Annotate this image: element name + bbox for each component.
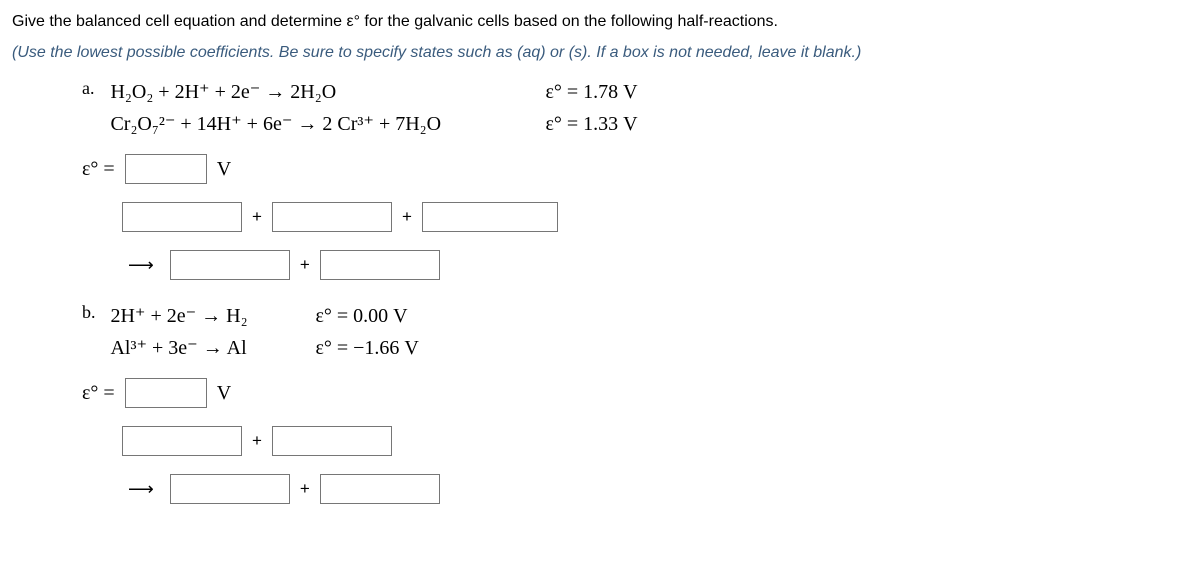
eps-answer-row-a: ε° = V (82, 154, 1186, 184)
eq1b-rhs: H₂ (226, 305, 247, 327)
answer-block-b: ε° = V + ⟶ + (82, 378, 1186, 504)
products-row-b: ⟶ + (122, 474, 1186, 504)
answer-block-a: ε° = V + + ⟶ + (82, 154, 1186, 280)
part-a-eq1: H₂O₂ + 2H⁺ + 2e⁻ → 2H₂O ε° = 1.78 V (110, 76, 637, 108)
volt-unit: V (217, 158, 231, 181)
eq2-lhs: Cr₂O₇²⁻ + 14H⁺ + 6e⁻ (110, 113, 292, 135)
eq1-rhs: 2H₂O (290, 81, 336, 103)
products-row-a: ⟶ + (122, 250, 1186, 280)
eps-value: −1.66 V (353, 337, 419, 359)
eps-value-input-b[interactable] (125, 378, 207, 408)
eq2-arrow: → (297, 113, 317, 135)
part-b: b. 2H⁺ + 2e⁻ → H₂ ε° = 0.00 V Al³⁺ + 3e⁻… (82, 300, 1186, 364)
eq2b-rhs: Al (227, 337, 247, 359)
arrow-icon: ⟶ (128, 479, 154, 500)
plus-sign: + (300, 479, 310, 499)
eps-value: 1.33 V (583, 113, 637, 135)
eq1-lhs: H₂O₂ + 2H⁺ + 2e⁻ (110, 81, 260, 103)
eq-text: Cr₂O₇²⁻ + 14H⁺ + 6e⁻ → 2 Cr³⁺ + 7H₂O (110, 108, 540, 140)
instruction-note: (Use the lowest possible coefficients. B… (12, 44, 1186, 62)
product-1-input-a[interactable] (170, 250, 290, 280)
eq1b-lhs: 2H⁺ + 2e⁻ (110, 305, 196, 327)
eps-label: ε° = (545, 113, 583, 135)
part-a-label: a. (82, 78, 106, 99)
eps-value: 0.00 V (353, 305, 407, 327)
reactant-1-input-a[interactable] (122, 202, 242, 232)
plus-sign: + (402, 207, 412, 227)
reactants-row-a: + + (122, 202, 1186, 232)
eps-answer-row-b: ε° = V (82, 378, 1186, 408)
product-1-input-b[interactable] (170, 474, 290, 504)
eps-value-input-a[interactable] (125, 154, 207, 184)
part-b-eq2: Al³⁺ + 3e⁻ → Al ε° = −1.66 V (110, 332, 418, 364)
eq2b-arrow: → (203, 337, 223, 359)
question-prompt: Give the balanced cell equation and dete… (12, 10, 1186, 34)
plus-sign: + (300, 255, 310, 275)
part-a: a. H₂O₂ + 2H⁺ + 2e⁻ → 2H₂O ε° = 1.78 V C… (82, 76, 1186, 140)
eq2b-lhs: Al³⁺ + 3e⁻ (110, 337, 197, 359)
part-a-equations: H₂O₂ + 2H⁺ + 2e⁻ → 2H₂O ε° = 1.78 V Cr₂O… (110, 76, 637, 140)
eps-label: ε° = (545, 81, 583, 103)
eps-value: 1.78 V (583, 81, 637, 103)
eq-text: H₂O₂ + 2H⁺ + 2e⁻ → 2H₂O (110, 76, 540, 108)
eps-equals-label: ε° = (82, 382, 115, 405)
eq1-arrow: → (265, 81, 285, 103)
part-b-label: b. (82, 302, 106, 323)
eq1b-arrow: → (201, 305, 221, 327)
product-2-input-b[interactable] (320, 474, 440, 504)
eq-text: Al³⁺ + 3e⁻ → Al (110, 332, 310, 364)
reactant-2-input-a[interactable] (272, 202, 392, 232)
part-a-eq2: Cr₂O₇²⁻ + 14H⁺ + 6e⁻ → 2 Cr³⁺ + 7H₂O ε° … (110, 108, 637, 140)
eps-label: ε° = (315, 305, 353, 327)
reactants-row-b: + (122, 426, 1186, 456)
product-2-input-a[interactable] (320, 250, 440, 280)
eq2-rhs: 2 Cr³⁺ + 7H₂O (322, 113, 441, 135)
eps-label: ε° = (315, 337, 353, 359)
reactant-1-input-b[interactable] (122, 426, 242, 456)
part-b-eq1: 2H⁺ + 2e⁻ → H₂ ε° = 0.00 V (110, 300, 418, 332)
plus-sign: + (252, 207, 262, 227)
reactant-2-input-b[interactable] (272, 426, 392, 456)
eps-equals-label: ε° = (82, 158, 115, 181)
volt-unit: V (217, 382, 231, 405)
plus-sign: + (252, 431, 262, 451)
arrow-icon: ⟶ (128, 255, 154, 276)
part-b-equations: 2H⁺ + 2e⁻ → H₂ ε° = 0.00 V Al³⁺ + 3e⁻ → … (110, 300, 418, 364)
eq-text: 2H⁺ + 2e⁻ → H₂ (110, 300, 310, 332)
reactant-3-input-a[interactable] (422, 202, 558, 232)
